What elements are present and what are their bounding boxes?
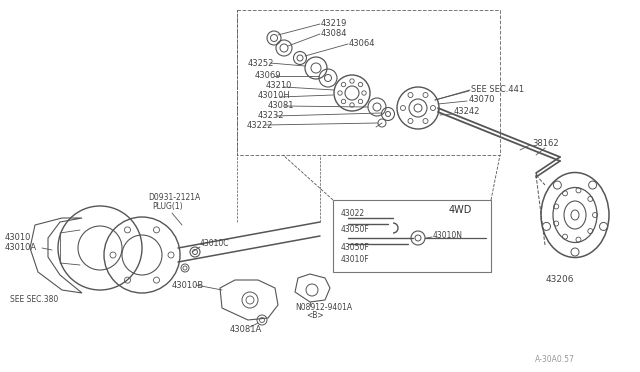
Text: 43050F: 43050F	[341, 225, 370, 234]
Text: 4WD: 4WD	[449, 205, 472, 215]
Text: 43010C: 43010C	[200, 238, 230, 247]
Bar	[333, 200, 491, 272]
Text: 43242: 43242	[454, 108, 481, 116]
Text: 43222: 43222	[247, 122, 273, 131]
Text: 43081: 43081	[268, 102, 294, 110]
Text: 43010B: 43010B	[172, 280, 204, 289]
Text: 43022: 43022	[341, 208, 365, 218]
Text: 43084: 43084	[321, 29, 348, 38]
Text: A-30A0.57: A-30A0.57	[535, 356, 575, 365]
Text: 43069: 43069	[255, 71, 282, 80]
Text: 43081A: 43081A	[230, 326, 262, 334]
Text: 43232: 43232	[258, 112, 285, 121]
Text: 43010H: 43010H	[258, 92, 291, 100]
Text: 43252: 43252	[248, 58, 275, 67]
Text: 43210: 43210	[266, 81, 292, 90]
Text: 43010A: 43010A	[5, 244, 37, 253]
Text: 43219: 43219	[321, 19, 348, 28]
Bar	[237, 10, 500, 155]
Text: 38162: 38162	[532, 138, 559, 148]
Text: <B>: <B>	[306, 311, 324, 321]
Text: 43050F: 43050F	[341, 244, 370, 253]
Text: 43010N: 43010N	[433, 231, 463, 240]
Text: SEE SEC.441: SEE SEC.441	[471, 84, 524, 93]
Text: 43010: 43010	[5, 234, 31, 243]
Text: 43206: 43206	[546, 276, 574, 285]
Text: N08912-9401A: N08912-9401A	[295, 304, 352, 312]
Text: PLUG(1): PLUG(1)	[152, 202, 182, 212]
Text: 43010F: 43010F	[341, 256, 370, 264]
Text: SEE SEC.380: SEE SEC.380	[10, 295, 58, 305]
Text: 43070: 43070	[469, 94, 495, 103]
Text: D0931-2121A: D0931-2121A	[148, 193, 200, 202]
Text: 43064: 43064	[349, 38, 376, 48]
